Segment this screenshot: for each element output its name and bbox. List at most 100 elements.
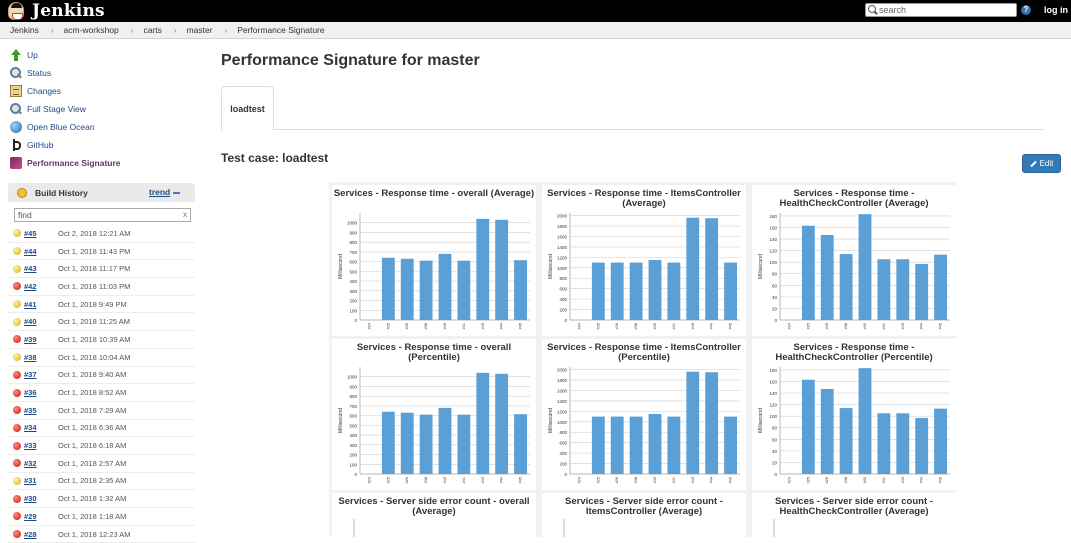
performance-icon <box>10 157 22 169</box>
y-tick-label: 700 <box>349 404 357 409</box>
sidebar-item-up[interactable]: Up <box>10 46 200 64</box>
sidebar-item-performance-signature[interactable]: Performance Signature <box>10 154 200 172</box>
y-tick-label: 1000 <box>557 266 568 271</box>
chart-title: Services - Server side error count - ove… <box>338 496 530 517</box>
build-number-link[interactable]: #42 <box>24 281 37 291</box>
search-box[interactable] <box>865 3 1017 17</box>
y-tick-label: 200 <box>559 308 567 313</box>
blue-ocean-icon <box>10 121 22 133</box>
chart-panel[interactable]: Services - Response time - ItemsControll… <box>542 185 746 336</box>
build-number-link[interactable]: #30 <box>24 494 37 504</box>
bar <box>705 218 719 320</box>
chart-svg: 0 200 400 600 800 1000 1200 1400 1600 1800 2000 Mil… <box>548 367 740 483</box>
tab-loadtest[interactable]: loadtest <box>221 86 274 131</box>
breadcrumb: Jenkins › acm-workshop › carts › master … <box>0 22 1071 39</box>
sidebar-item-changes[interactable]: Changes <box>10 82 200 100</box>
chart-panel[interactable]: Services - Response time - HealthCheckCo… <box>752 339 956 490</box>
y-tick-label: 600 <box>559 287 567 292</box>
chart-svg: 0 100 200 300 400 500 600 700 800 900 1000 Millisec… <box>338 367 530 483</box>
build-number-link[interactable]: #37 <box>24 370 37 380</box>
build-status-icon <box>13 353 21 362</box>
bar <box>438 407 452 474</box>
sidebar-item-label[interactable]: GitHub <box>27 140 54 150</box>
build-filter-input[interactable] <box>18 210 178 220</box>
chart-panel[interactable]: Services - Response time - ItemsControll… <box>542 339 746 490</box>
y-tick-label: 0 <box>564 318 567 323</box>
chart-panel[interactable]: Services - Server side error count - Hea… <box>752 493 956 537</box>
chart-panel[interactable]: Services - Response time - HealthCheckCo… <box>752 185 956 336</box>
sidebar-item-full-stage-view[interactable]: Full Stage View <box>10 100 200 118</box>
bar <box>476 218 490 320</box>
y-tick-label: 400 <box>559 451 567 456</box>
build-number-link[interactable]: #33 <box>24 441 37 451</box>
build-date: Oct 1, 2018 1:32 AM <box>58 494 127 504</box>
collapse-icon[interactable] <box>173 192 180 194</box>
bar <box>858 368 872 474</box>
y-tick-label: 2000 <box>557 214 568 219</box>
build-filter[interactable]: x <box>14 208 191 222</box>
y-tick-label: 600 <box>349 260 357 265</box>
build-number-link[interactable]: #45 <box>24 228 37 238</box>
sidebar-item-label[interactable]: Full Stage View <box>27 104 86 114</box>
build-number-link[interactable]: #36 <box>24 388 37 398</box>
help-icon[interactable]: ? <box>1021 5 1031 15</box>
sidebar-item-label[interactable]: Up <box>27 50 38 60</box>
build-number-link[interactable]: #38 <box>24 352 37 362</box>
bar <box>514 414 527 474</box>
build-number-link[interactable]: #34 <box>24 423 37 433</box>
build-number-link[interactable]: #44 <box>24 246 37 256</box>
sidebar-item-github[interactable]: GitHub <box>10 136 200 154</box>
y-tick-label: 1600 <box>557 234 568 239</box>
jenkins-logo[interactable]: Jenkins <box>8 1 105 21</box>
breadcrumb-item[interactable]: Jenkins <box>10 25 39 35</box>
build-number-link[interactable]: #29 <box>24 511 37 521</box>
build-row: #31 Oct 1, 2018 2:35 AM <box>8 473 195 491</box>
x-tick-label: #45 <box>519 477 523 483</box>
build-number-link[interactable]: #35 <box>24 405 37 415</box>
login-link[interactable]: log in <box>1044 5 1068 15</box>
build-number-link[interactable]: #43 <box>24 264 37 274</box>
edit-button[interactable]: Edit <box>1022 154 1061 173</box>
breadcrumb-item[interactable]: Performance Signature <box>237 25 325 35</box>
sidebar-item-label[interactable]: Open Blue Ocean <box>27 122 95 132</box>
build-status-icon <box>13 335 21 344</box>
chart-title: Services - Response time - HealthCheckCo… <box>779 188 929 209</box>
build-list: #45 Oct 2, 2018 12:21 AM #44 Oct 1, 2018 11… <box>8 225 195 543</box>
chart-title: Services - Response time - ItemsControll… <box>547 342 741 363</box>
x-tick-label: #45 <box>519 323 523 329</box>
trend-link[interactable]: trend <box>149 187 171 197</box>
x-tick-label: #45 <box>729 323 733 329</box>
chart-title: Services - Server side error count - Hea… <box>775 496 933 517</box>
build-history-icon <box>17 187 27 198</box>
build-number-link[interactable]: #32 <box>24 458 37 468</box>
sidebar-item-label[interactable]: Changes <box>27 86 62 96</box>
y-tick-label: 600 <box>349 414 357 419</box>
y-tick-label: 800 <box>559 430 567 435</box>
x-tick-label: #40 <box>443 323 447 329</box>
breadcrumb-item[interactable]: carts <box>143 25 162 35</box>
build-number-link[interactable]: #39 <box>24 334 37 344</box>
build-number-link[interactable]: #40 <box>24 317 37 327</box>
x-tick-label: #26 <box>825 477 829 483</box>
x-tick-label: #40 <box>863 477 867 483</box>
clear-filter-icon[interactable]: x <box>183 210 187 219</box>
build-number-link[interactable]: #31 <box>24 476 37 486</box>
build-number-link[interactable]: #41 <box>24 299 37 309</box>
bar <box>686 371 700 474</box>
chart-panel[interactable]: Services - Response time - overall (Aver… <box>332 185 536 336</box>
sidebar-item-blue-ocean[interactable]: Open Blue Ocean <box>10 118 200 136</box>
y-tick-label: 160 <box>769 225 777 230</box>
sidebar-item-label[interactable]: Status <box>27 68 52 78</box>
bar <box>896 413 910 474</box>
chart-panel[interactable]: Services - Server side error count - Ite… <box>542 493 746 537</box>
build-number-link[interactable]: #28 <box>24 529 37 539</box>
chart-svg: 0 20 40 60 80 100 120 140 160 180 Millisecond #24 #2… <box>758 367 950 483</box>
breadcrumb-item[interactable]: acm-workshop <box>63 25 119 35</box>
chart-panel[interactable]: Services - Response time - overall (Perc… <box>332 339 536 490</box>
y-tick-label: 1000 <box>347 221 358 226</box>
chart-panel[interactable]: Services - Server side error count - ove… <box>332 493 536 537</box>
sidebar-item-status[interactable]: Status <box>10 64 200 82</box>
breadcrumb-item[interactable]: master <box>186 25 213 35</box>
sidebar-item-label[interactable]: Performance Signature <box>27 158 121 168</box>
search-input[interactable] <box>879 4 1014 16</box>
